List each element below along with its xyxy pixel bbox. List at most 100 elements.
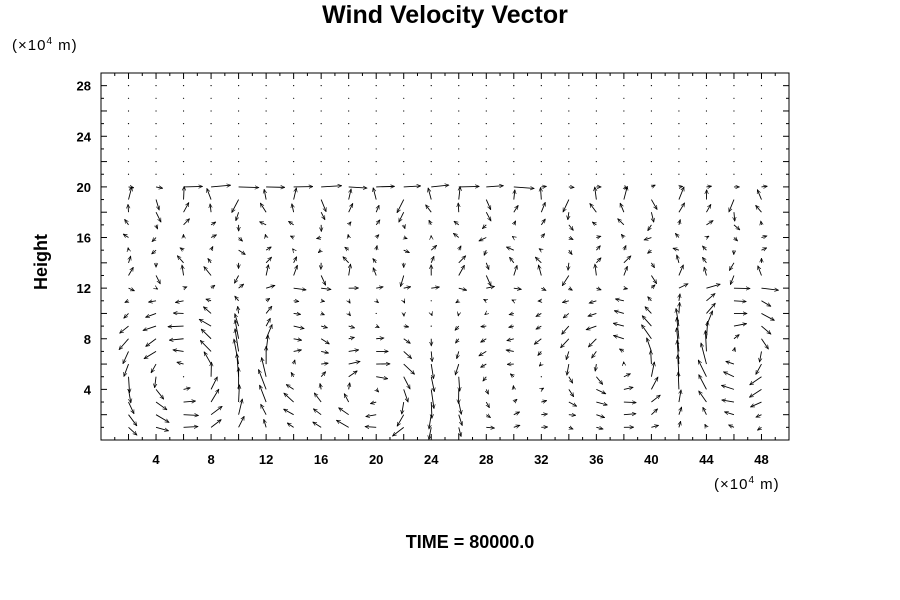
vector-arrow [210, 389, 219, 403]
vector-arrow [509, 326, 514, 327]
vector-arrow [704, 424, 707, 427]
vector-dot [320, 173, 322, 175]
vector-arrow [536, 313, 542, 317]
vector-dot [403, 123, 405, 125]
vector-arrow [373, 188, 377, 200]
vector-arrow [430, 363, 433, 379]
vector-arrow [623, 387, 633, 389]
vector-arrow [235, 320, 240, 339]
vector-arrow [287, 423, 294, 428]
vector-arrow [623, 373, 631, 377]
vector-arrow [128, 187, 134, 188]
vector-arrow [486, 186, 503, 187]
vector-arrow [651, 350, 652, 365]
vector-arrow [376, 205, 379, 213]
vector-dot [155, 160, 157, 163]
vector-arrow [562, 301, 569, 303]
vector-arrow [293, 301, 299, 302]
vector-dot [568, 123, 570, 125]
vector-dot [733, 135, 735, 137]
vector-arrow [566, 351, 569, 359]
vector-arrow [513, 425, 520, 427]
vector-arrow [651, 184, 655, 187]
vector-dot [540, 376, 542, 378]
vector-dot [678, 148, 680, 150]
vector-arrow [456, 338, 459, 343]
vector-arrow [339, 408, 349, 416]
vector-arrow [457, 351, 459, 358]
vector-arrow [404, 225, 405, 229]
vector-dot [320, 110, 322, 112]
vector-arrow [679, 407, 682, 415]
vector-dot [348, 85, 350, 87]
vector-arrow [266, 265, 268, 276]
vector-dot [678, 97, 680, 99]
vector-arrow [293, 326, 304, 328]
vector-arrow [128, 288, 135, 292]
vector-arrow [624, 187, 627, 190]
vector-dot [705, 110, 708, 112]
vector-arrow [761, 236, 766, 238]
vector-dot [540, 148, 542, 150]
vector-arrow [706, 294, 715, 302]
vector-dot [678, 160, 680, 163]
vector-arrow [294, 257, 298, 264]
vector-arrow [266, 335, 268, 352]
vector-arrow [651, 395, 660, 403]
vector-arrow [376, 246, 377, 251]
vector-arrow [704, 267, 706, 276]
vector-dot [513, 110, 515, 112]
vector-arrow [155, 376, 156, 388]
vector-arrow [538, 351, 541, 355]
vector-arrow [373, 268, 377, 276]
vector-arrow [376, 338, 384, 339]
vector-arrow [758, 266, 762, 276]
vector-arrow [615, 299, 624, 301]
vector-arrow [211, 185, 231, 187]
vector-arrow [484, 298, 487, 300]
vector-dot [485, 85, 487, 87]
vector-arrow [568, 224, 574, 231]
vector-dot [430, 300, 432, 302]
vector-arrow [431, 313, 432, 315]
vector-arrow [376, 301, 378, 303]
vector-arrow [513, 411, 520, 415]
vector-arrow [201, 329, 212, 340]
x-tick-label: 48 [754, 452, 768, 467]
vector-arrow [651, 275, 656, 283]
vector-dot [265, 160, 267, 163]
vector-arrow [321, 313, 324, 316]
vector-dot [155, 173, 157, 175]
vector-arrow [479, 237, 487, 242]
vector-dot [485, 123, 487, 125]
vector-arrow [562, 325, 570, 334]
vector-arrow [152, 250, 157, 254]
vector-dot [155, 97, 157, 99]
vector-arrow [402, 401, 404, 414]
vector-arrow [456, 301, 459, 303]
vector-dot [375, 85, 377, 87]
vector-dot [623, 85, 625, 87]
vector-arrow [724, 412, 735, 416]
vector-arrow [155, 414, 169, 423]
vector-arrow [567, 363, 569, 375]
vector-arrow [623, 266, 628, 276]
vector-dot [595, 123, 597, 125]
vector-arrow [349, 189, 351, 200]
vector-dot [265, 123, 267, 125]
vector-arrow [291, 372, 293, 377]
vector-arrow [568, 262, 569, 270]
vector-arrow [562, 275, 570, 285]
vector-arrow [370, 402, 377, 404]
vector-arrow [314, 393, 322, 403]
vector-arrow [183, 203, 190, 213]
vector-dot [760, 160, 763, 163]
vector-dot [320, 160, 322, 163]
vector-arrow [318, 250, 321, 252]
vector-dot [348, 148, 350, 150]
vector-arrow [211, 285, 215, 288]
time-label: TIME = 80000.0 [405, 532, 535, 552]
vector-dot [733, 97, 735, 99]
vector-arrow [648, 297, 652, 302]
